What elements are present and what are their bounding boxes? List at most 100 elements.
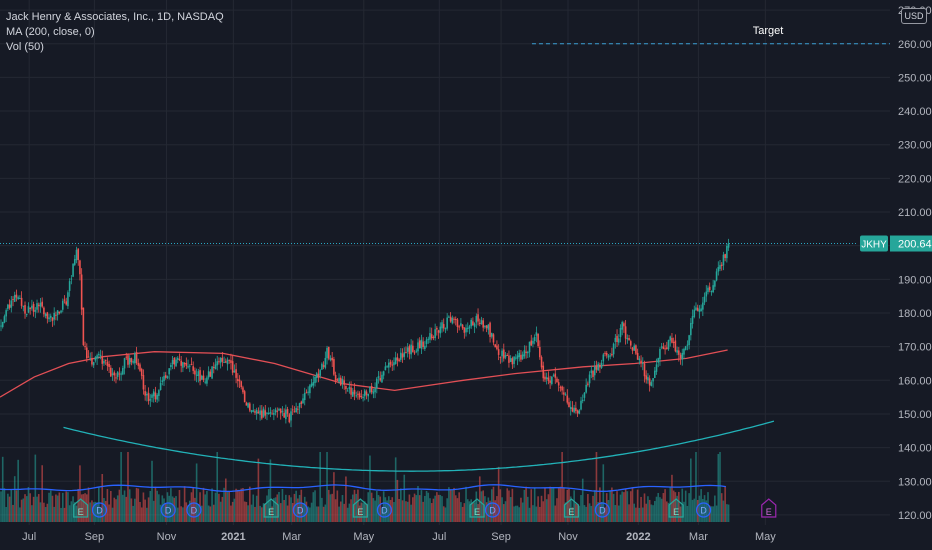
candle-body <box>212 366 215 368</box>
candle-body <box>448 316 450 318</box>
volume-bar <box>568 488 570 522</box>
candle-body <box>130 358 133 363</box>
volume-bar <box>266 495 268 522</box>
candle-body <box>678 350 680 355</box>
candle-body <box>166 376 169 378</box>
x-axis[interactable]: Jul Sep Nov 2021 Mar May Jul Sep Nov 2022 Mar May <box>22 531 776 543</box>
candle-body <box>324 357 327 368</box>
candle-body <box>197 371 200 377</box>
cup-curve-line <box>63 420 775 472</box>
candle-body <box>338 377 340 382</box>
candle-body <box>566 395 569 403</box>
volume-bar <box>653 501 656 522</box>
volume-bar <box>513 506 515 522</box>
volume-bar <box>338 506 340 522</box>
volume-bar <box>382 491 385 522</box>
candle-body <box>91 358 93 365</box>
candle-body <box>111 373 114 375</box>
volume-bar <box>532 505 534 522</box>
volume-bar <box>659 497 661 522</box>
candle-body <box>580 400 582 410</box>
volume-bar <box>161 495 164 522</box>
candle-body <box>291 409 294 411</box>
volume-bar <box>223 487 225 522</box>
candle-body <box>25 313 28 315</box>
x-tick-label: Nov <box>157 531 177 543</box>
candle-body <box>34 310 37 312</box>
candle-body <box>298 403 301 408</box>
y-tick-label: 150.00 <box>898 409 932 421</box>
y-tick-label: 220.00 <box>898 173 932 185</box>
volume-bar <box>254 506 256 522</box>
volume-bar <box>466 499 469 522</box>
volume-indicator-label[interactable]: Vol (50) <box>6 41 44 53</box>
currency-button[interactable]: USD <box>901 8 927 24</box>
volume-bar <box>504 501 507 522</box>
volume-bar <box>545 499 548 522</box>
candle-body <box>484 326 486 328</box>
candle-body <box>235 369 237 378</box>
volume-bar <box>684 490 687 522</box>
volume-bar <box>257 458 260 522</box>
volume-bar <box>581 478 584 522</box>
candle-body <box>283 412 285 418</box>
candle-body <box>293 411 296 413</box>
volume-bar <box>94 501 97 522</box>
y-tick-label: 190.00 <box>898 274 932 286</box>
candle-body <box>334 375 337 381</box>
candle-body <box>226 359 229 365</box>
candle-body <box>515 357 517 359</box>
volume-bar <box>461 506 464 522</box>
candle-body <box>94 357 97 361</box>
candle-body <box>84 346 86 348</box>
candle-body <box>520 354 522 360</box>
candle-body <box>702 302 704 310</box>
candle-body <box>200 375 203 380</box>
volume-bar <box>587 494 589 522</box>
candle-body <box>63 299 66 301</box>
candle-body <box>528 341 531 353</box>
volume-bar <box>712 506 714 522</box>
candle-body <box>243 391 246 403</box>
candle-body <box>413 352 416 354</box>
candle-body <box>669 336 672 341</box>
candle-body <box>314 376 316 383</box>
volume-bar <box>621 491 623 522</box>
candle-body <box>185 362 188 366</box>
volume-bar <box>372 498 375 522</box>
candle-body <box>29 307 31 310</box>
volume-bar <box>12 504 14 522</box>
candle-body <box>487 324 490 330</box>
volume-bar <box>484 496 486 522</box>
volume-bar <box>647 496 649 522</box>
volume-bar <box>413 493 416 522</box>
ma-indicator-label[interactable]: MA (200, close, 0) <box>6 26 95 38</box>
candle-body <box>67 292 69 307</box>
volume-bar <box>540 495 543 522</box>
volume-bar <box>635 507 637 522</box>
candle-body <box>221 357 224 362</box>
volume-bar <box>429 498 431 522</box>
volume-bar <box>144 499 146 522</box>
candle-body <box>659 348 661 360</box>
candle-body <box>468 326 471 329</box>
candle-body <box>156 394 158 400</box>
volume-bar <box>271 506 273 522</box>
candle-body <box>161 380 164 382</box>
candle-body <box>317 373 320 378</box>
candle-body <box>278 408 280 411</box>
volume-bar <box>171 496 174 522</box>
volume-bar <box>228 491 231 522</box>
candle-body <box>410 344 412 355</box>
volume-bar <box>681 488 684 522</box>
candle-body <box>624 326 627 339</box>
candle-body <box>715 271 718 281</box>
chart-title[interactable]: Jack Henry & Associates, Inc., 1D, NASDA… <box>6 11 224 23</box>
volume-bar <box>516 505 519 522</box>
volume-bar <box>195 463 198 522</box>
candle-body <box>382 371 385 376</box>
volume-bar <box>276 494 279 522</box>
candle-body <box>144 391 146 396</box>
